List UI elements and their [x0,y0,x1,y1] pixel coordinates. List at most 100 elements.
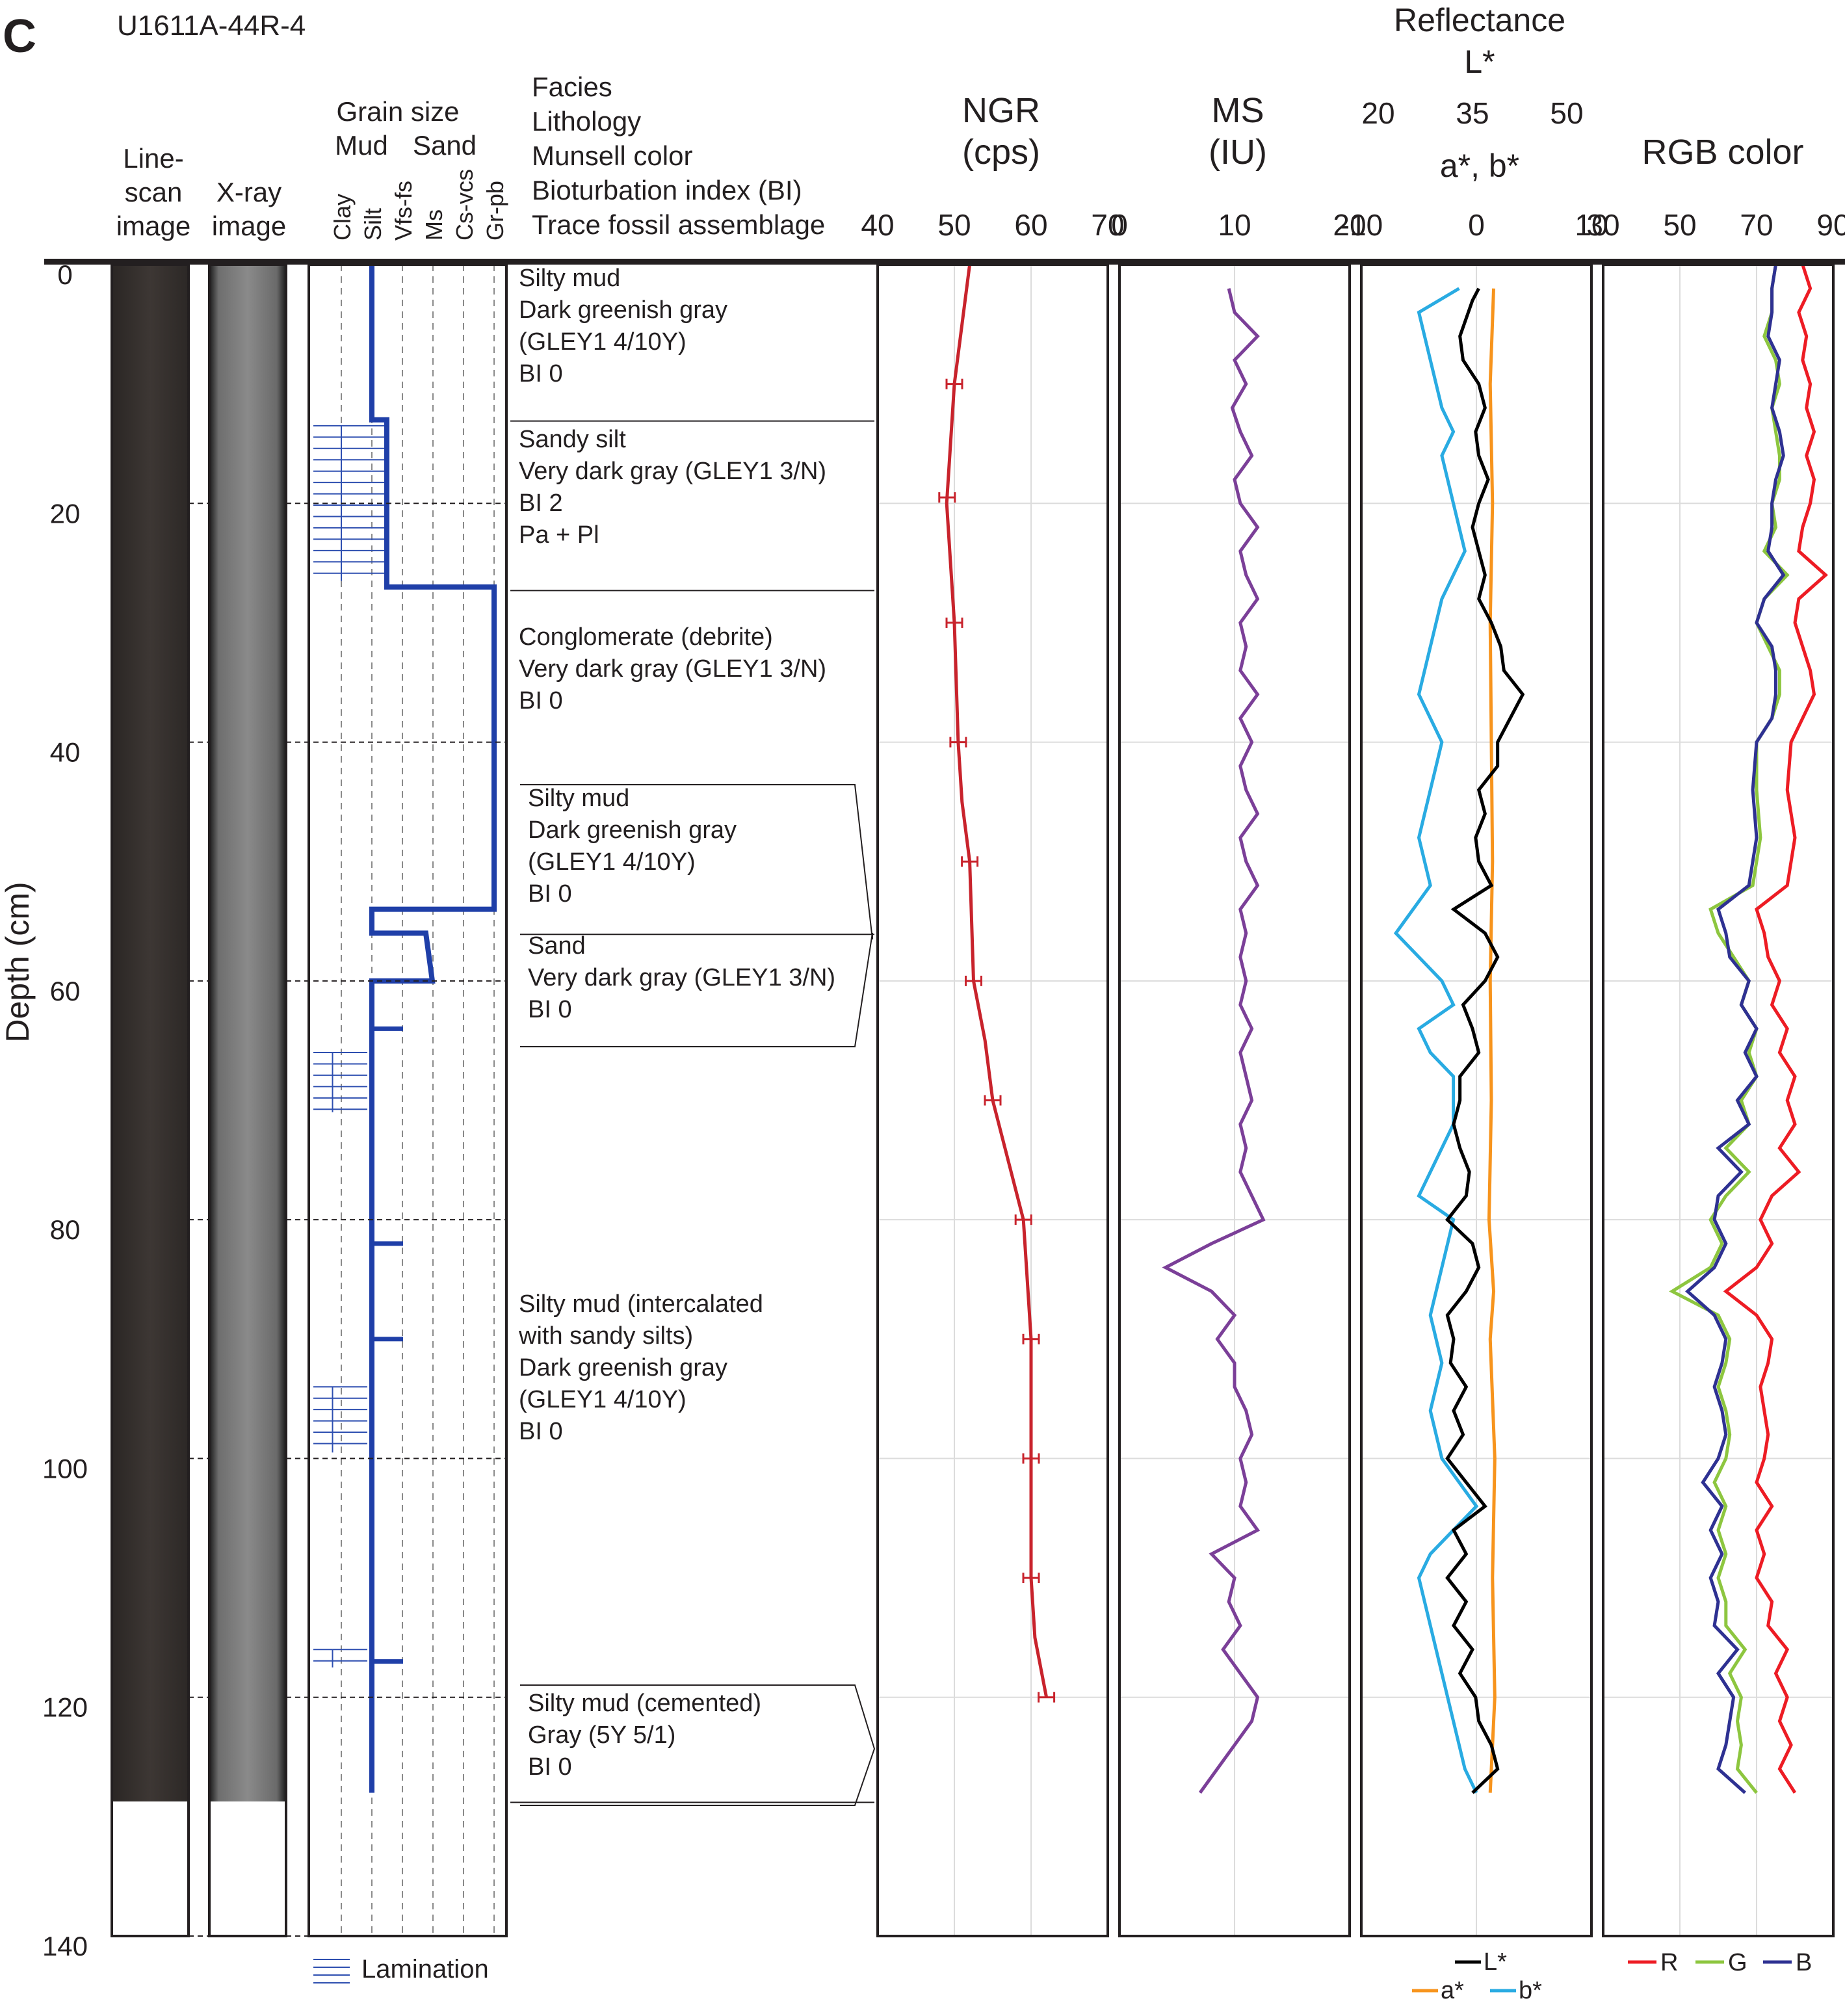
rgb-r-line [1723,264,1828,1794]
ms-panel: 0 10 20 [1111,208,1367,1937]
axis-tick-label: 0 [1111,208,1128,242]
panel-letter: C [3,10,36,62]
facies-description-line: Silty mud (cemented) [528,1690,761,1717]
header-reflectance: Reflectance L* a*, b* [1394,2,1565,184]
facies-description-line: Silty mud [528,785,629,812]
facies-description-line: Dark greenish gray [519,1354,727,1381]
grain-class-labels: Clay Silt Vfs-fs Ms Cs-vcs Gr-pb [329,169,508,241]
depth-tick-label: 60 [50,976,81,1006]
ngr-error-bars [938,378,1056,1703]
ms-frame [1118,263,1351,1937]
axis-tick-label: 40 [861,208,894,242]
lamination-legend-mark [313,1959,350,1983]
reflectance-axes: -10 0 10 20 35 50 [1340,96,1608,242]
linescan-core [112,265,189,1801]
axis-tick-label: 60 [1014,208,1047,242]
depth-tick-label: 40 [50,737,81,768]
axis-tick-label: 50 [937,208,971,242]
header-linescan-line1: Line- [123,143,183,174]
grain-size-column [308,263,508,1937]
facies-description-line: BI 0 [528,880,572,908]
header-desc-line5: Trace fossil assemblage [532,209,825,240]
header-xray-line1: X-ray [216,177,281,207]
grain-size-frame [308,263,508,1937]
axis-tick-label: 70 [1091,208,1124,242]
grain-class-label: Clay [329,194,356,241]
facies-description-line: BI 0 [528,1753,572,1781]
axis-tick-label: 50 [1663,208,1696,242]
legend-label: B [1796,1949,1812,1976]
reflectance-legend: L* a* b* [1412,1948,1542,2004]
xray-frame [208,263,287,1937]
legend-label: G [1728,1949,1747,1976]
axis-tick-label: 10 [1218,208,1251,242]
legend-label: a* [1441,1977,1464,2004]
L-axis-tick-label: 50 [1550,96,1583,130]
axis-tick-label: 70 [1740,208,1773,242]
grain-sand-label: Sand [413,130,477,161]
axis-tick-label: 20 [1333,208,1366,242]
facies-description-line: Sandy silt [519,426,626,453]
reflectance-L-line [1445,287,1525,1794]
header-ngr: NGR (cps) [962,91,1040,172]
depth-tick-label: 80 [50,1214,81,1245]
grain-class-label: Gr-pb [482,181,508,241]
lamination-marks [313,425,385,1668]
grain-size-ticks [372,1026,403,1664]
depth-tick-label: 120 [42,1692,88,1723]
header-linescan-line3: image [116,211,190,241]
rgb-title: RGB color [1642,133,1803,172]
ngr-axis: 40 50 60 70 [861,208,1124,242]
ms-axis: 0 10 20 [1111,208,1366,242]
axis-tick-label: 90 [1816,208,1845,242]
ms-series-line [1162,288,1266,1794]
grain-size-title: Grain size [336,96,459,127]
ms-grid [1119,265,1350,1936]
axis-tick-label: 0 [1468,208,1485,242]
header-xray: X-ray image [212,177,286,241]
axis-tick-label: 30 [1586,208,1619,242]
L-axis-tick-label: 35 [1456,96,1489,130]
reflectance-panel: -10 0 10 20 35 50 [1340,96,1608,1937]
linescan-image [111,263,190,1937]
depth-tick-label: 0 [57,259,72,290]
depth-tick-label: 100 [42,1453,88,1484]
facies-description-line: Pa + Pl [519,521,599,549]
depth-ticks: 0 20 40 60 80 100 120 140 [42,259,88,1961]
header-linescan: Line- scan image [116,143,190,241]
ngr-title: NGR [962,91,1040,130]
grain-class-label: Vfs-fs [390,181,417,241]
grain-size-curve [369,265,497,1793]
header-desc-line4: Bioturbation index (BI) [532,175,802,205]
reflectance-frame [1360,263,1593,1937]
facies-description-line: (GLEY1 4/10Y) [519,1386,687,1413]
header-desc-line3: Munsell color [532,140,692,171]
header-xray-line2: image [212,211,286,241]
grain-mud-label: Mud [335,130,388,161]
axis-tick-label: -10 [1340,208,1383,242]
ngr-frame [876,263,1109,1937]
linescan-frame [111,263,190,1937]
facies-description-line: BI 2 [519,490,563,517]
xray-image [208,263,287,1937]
facies-description-line: with sandy silts) [518,1322,693,1350]
reflectance-ab-label: a*, b* [1440,148,1519,184]
lamination-legend-label: Lamination [361,1955,489,1983]
facies-description-line: BI 0 [519,1418,563,1445]
legend-label: b* [1519,1977,1542,2004]
facies-description-line: Very dark gray (GLEY1 3/N) [528,964,835,991]
rgb-grid [1603,265,1833,1936]
xray-empty [209,1801,286,1936]
facies-description-line: (GLEY1 4/10Y) [528,848,696,876]
linescan-empty [112,1801,189,1936]
facies-description-line: Silty mud [519,265,620,292]
facies-description-line: Dark greenish gray [528,817,737,844]
ms-unit: (IU) [1209,133,1267,172]
facies-description-line: Gray (5Y 5/1) [528,1721,675,1749]
header-grain-size: Grain size Mud Sand Clay Silt Vfs-fs Ms Cs-v… [329,96,508,241]
L-axis-tick-label: 20 [1361,96,1394,130]
facies-description-line: BI 0 [519,360,563,387]
core-id: U1611A-44R-4 [117,10,306,42]
facies-description-line: BI 0 [528,996,572,1023]
grain-class-label: Ms [421,209,447,241]
